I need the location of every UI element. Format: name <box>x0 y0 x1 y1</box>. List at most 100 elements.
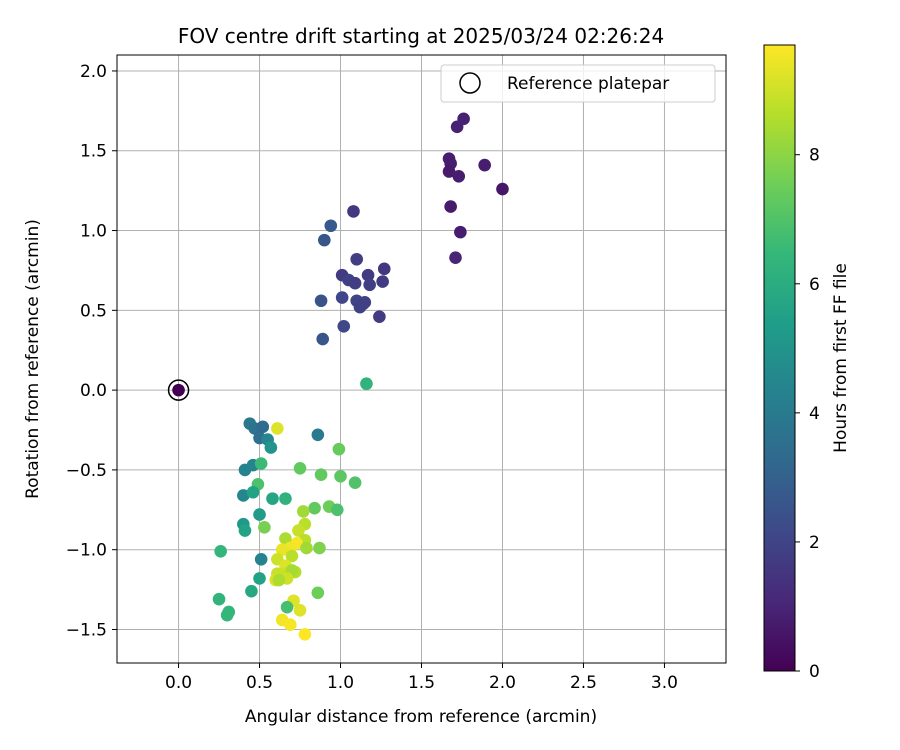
y-axis-label: Rotation from reference (arcmin) <box>23 219 43 499</box>
x-axis-ticks: 0.0 0.5 1.0 1.5 2.0 2.5 3.0 <box>165 663 678 693</box>
data-point <box>258 521 271 534</box>
data-point <box>266 492 279 505</box>
colorbar-tick-label: 6 <box>809 275 820 295</box>
grid-lines <box>117 55 726 663</box>
data-point <box>358 296 372 309</box>
y-tick-label: −1.5 <box>66 620 107 640</box>
data-point <box>324 219 338 233</box>
x-tick-label: 2.0 <box>489 673 516 693</box>
data-point <box>308 501 321 515</box>
data-point <box>279 492 292 505</box>
data-point <box>272 573 286 587</box>
data-point <box>449 251 462 264</box>
data-point <box>296 505 310 518</box>
data-point <box>478 158 491 172</box>
data-point <box>314 294 328 308</box>
data-point <box>253 508 266 521</box>
y-tick-label: 1.0 <box>80 222 107 242</box>
data-point <box>292 524 305 537</box>
data-point <box>172 383 185 397</box>
data-point <box>245 584 258 598</box>
chart-title: FOV centre drift starting at 2025/03/24 … <box>178 24 664 48</box>
data-point <box>452 169 466 183</box>
data-point <box>214 544 227 558</box>
data-point <box>334 469 347 483</box>
legend-reference-marker <box>459 72 481 94</box>
legend: Reference platepar <box>440 64 716 103</box>
data-point <box>337 319 351 333</box>
data-point <box>256 420 270 434</box>
data-point <box>330 503 344 517</box>
legend-box <box>440 64 716 103</box>
data-point <box>444 200 457 213</box>
y-tick-label: 0.0 <box>80 381 107 401</box>
x-tick-label: 0.0 <box>165 673 192 693</box>
data-point <box>212 592 226 606</box>
x-tick-label: 1.5 <box>408 673 435 693</box>
data-point <box>314 468 328 481</box>
data-point <box>454 225 467 239</box>
data-point <box>311 586 325 600</box>
data-point <box>376 275 389 288</box>
reference-point-group <box>167 379 190 401</box>
colorbar <box>763 44 796 672</box>
data-points <box>172 112 509 641</box>
data-point <box>348 276 362 290</box>
data-point <box>347 205 360 218</box>
x-tick-label: 2.5 <box>570 673 597 693</box>
data-point <box>285 549 299 563</box>
x-tick-label: 3.0 <box>651 673 678 693</box>
data-point <box>254 457 268 470</box>
data-point <box>298 627 312 641</box>
y-tick-label: −1.0 <box>66 541 107 561</box>
colorbar-label: Hours from first FF file <box>831 263 851 453</box>
data-point <box>316 332 329 346</box>
legend-label-reference-platepar: Reference platepar <box>507 74 669 94</box>
data-point <box>293 462 307 475</box>
colorbar-tick-label: 2 <box>809 533 820 553</box>
data-point <box>450 120 464 134</box>
colorbar-tick-label: 8 <box>809 146 820 166</box>
y-tick-label: 2.0 <box>80 62 107 82</box>
x-axis-label: Angular distance from reference (arcmin) <box>245 707 597 727</box>
data-point <box>348 476 362 489</box>
colorbar-tick-label: 4 <box>809 404 820 424</box>
data-point <box>496 182 509 196</box>
y-tick-label: 0.5 <box>80 301 107 321</box>
data-point <box>363 278 376 292</box>
data-point <box>284 618 297 632</box>
data-point <box>313 541 326 555</box>
y-tick-label: −0.5 <box>66 461 107 481</box>
data-point <box>350 252 364 266</box>
reference-platepar-marker <box>167 379 190 401</box>
data-point <box>442 165 456 178</box>
data-point <box>377 262 391 276</box>
data-point <box>275 543 289 556</box>
data-point <box>360 377 373 391</box>
data-point <box>373 310 386 324</box>
x-tick-label: 0.5 <box>246 673 273 693</box>
data-point <box>300 541 313 555</box>
data-point <box>220 608 234 622</box>
data-point <box>271 422 284 435</box>
data-point <box>318 233 331 247</box>
y-axis-ticks: −1.5 −1.0 −0.5 0.0 0.5 1.0 1.5 2.0 <box>66 62 117 640</box>
x-tick-label: 1.0 <box>327 673 354 693</box>
colorbar-tick-label: 0 <box>809 662 820 682</box>
data-point <box>238 524 252 537</box>
y-tick-label: 1.5 <box>80 142 107 162</box>
data-point <box>254 552 268 566</box>
data-point <box>280 600 294 614</box>
data-point <box>332 442 346 456</box>
data-point <box>335 291 349 304</box>
data-point <box>246 485 260 499</box>
data-point <box>237 489 250 502</box>
data-point <box>264 441 278 454</box>
data-point <box>279 532 292 545</box>
data-point <box>311 428 325 442</box>
data-point <box>253 572 266 585</box>
data-point <box>361 268 375 282</box>
data-point <box>293 604 307 617</box>
colorbar-ticks: 0 2 4 6 8 <box>795 146 820 682</box>
